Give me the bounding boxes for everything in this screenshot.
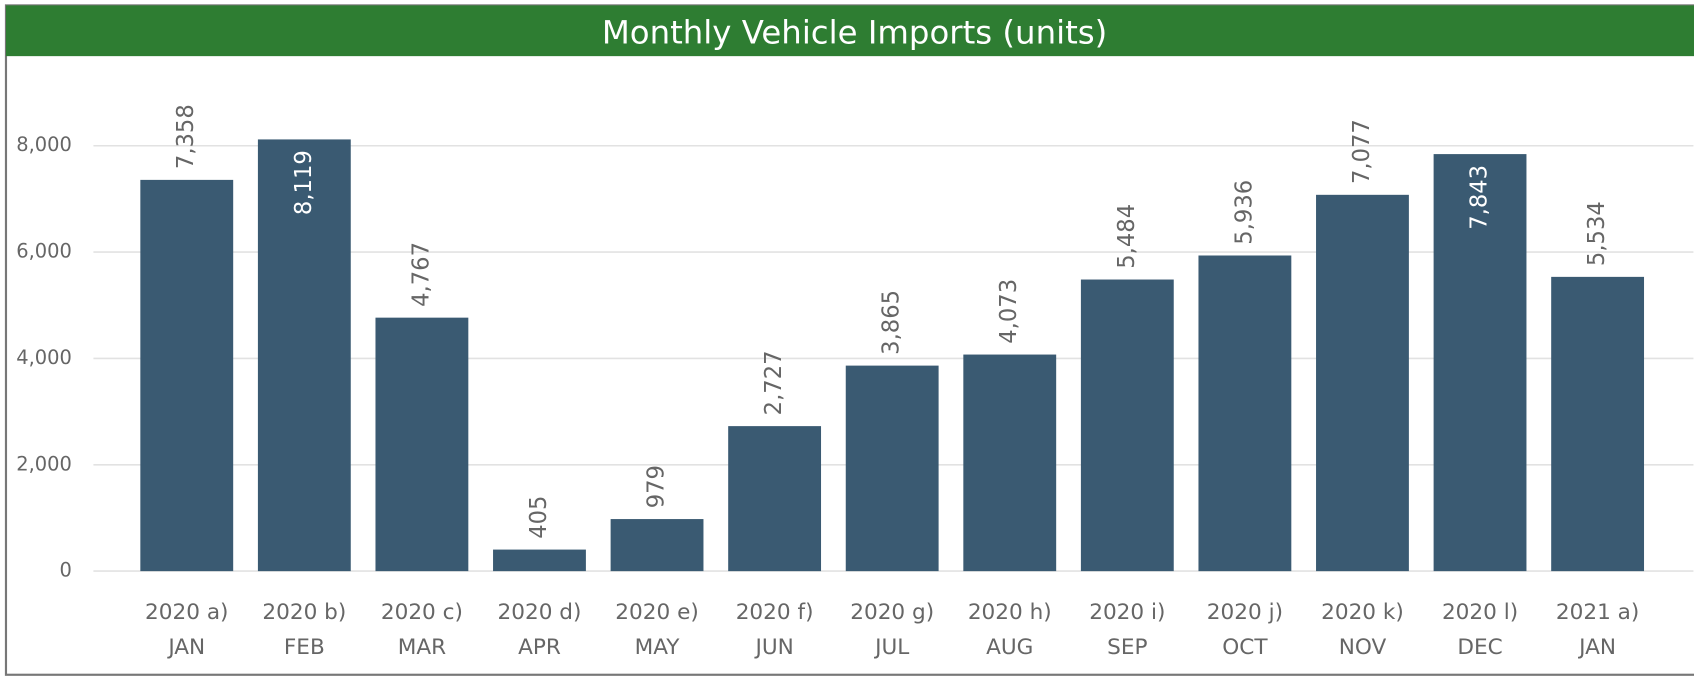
x-tick-label: 2020 f)	[736, 600, 814, 625]
data-label: 8,119	[291, 150, 317, 215]
y-tick-label: 6,000	[16, 240, 72, 263]
bar	[140, 179, 234, 572]
x-tick-label: 2020 j)	[1207, 600, 1283, 625]
x-tick-label: JAN	[166, 635, 205, 660]
y-tick-label: 0	[59, 559, 71, 582]
bar	[728, 426, 822, 572]
bar	[1316, 194, 1409, 572]
x-tick-label: JAN	[1577, 635, 1616, 660]
bar	[1551, 276, 1645, 572]
data-label: 4,767	[408, 242, 434, 307]
x-tick-label: FEB	[284, 635, 325, 660]
x-tick-label: 2020 g)	[850, 600, 934, 625]
data-label: 7,077	[1349, 119, 1375, 184]
data-label: 4,073	[996, 279, 1022, 344]
x-tick-label: AUG	[986, 635, 1033, 660]
x-tick-label: 2021 a)	[1556, 600, 1639, 625]
bar	[375, 317, 469, 572]
data-label: 979	[644, 465, 670, 508]
bar	[845, 365, 939, 572]
bar	[1198, 255, 1292, 572]
x-tick-label: SEP	[1107, 635, 1147, 660]
x-tick-label: 2020 a)	[145, 600, 228, 625]
x-tick-label: 2020 l)	[1442, 600, 1518, 625]
y-tick-label: 8,000	[16, 133, 72, 156]
bar	[1433, 154, 1527, 572]
x-tick-label: 2020 d)	[498, 600, 582, 625]
data-label: 7,843	[1467, 165, 1493, 230]
x-tick-label: MAY	[635, 635, 681, 660]
data-label: 5,936	[1231, 180, 1257, 245]
bar	[257, 139, 351, 572]
data-label: 5,534	[1584, 201, 1610, 266]
x-tick-label: 2020 h)	[968, 600, 1052, 625]
x-tick-label: 2020 b)	[262, 600, 346, 625]
y-tick-label: 4,000	[16, 346, 72, 369]
title-bar	[5, 5, 1694, 57]
x-tick-label: OCT	[1222, 635, 1268, 660]
x-tick-label: JUN	[753, 635, 793, 660]
chart-title: Monthly Vehicle Imports (units)	[602, 14, 1107, 52]
x-tick-label: MAR	[398, 635, 446, 660]
data-label: 3,865	[879, 290, 905, 355]
data-label: 7,358	[173, 104, 199, 169]
data-label: 5,484	[1114, 204, 1140, 269]
x-tick-label: APR	[518, 635, 561, 660]
x-tick-label: DEC	[1457, 635, 1502, 660]
data-label: 2,727	[761, 350, 787, 415]
x-tick-label: 2020 k)	[1321, 600, 1404, 625]
bar	[1080, 279, 1174, 572]
data-label: 405	[526, 496, 552, 539]
x-tick-label: NOV	[1339, 635, 1387, 660]
bar	[493, 549, 586, 572]
y-tick-label: 2,000	[16, 452, 72, 475]
x-tick-label: 2020 e)	[615, 600, 698, 625]
x-tick-label: JUL	[873, 635, 909, 660]
bar	[610, 519, 704, 572]
x-tick-label: 2020 c)	[381, 600, 463, 625]
x-tick-label: 2020 i)	[1089, 600, 1165, 625]
bar	[963, 354, 1057, 572]
